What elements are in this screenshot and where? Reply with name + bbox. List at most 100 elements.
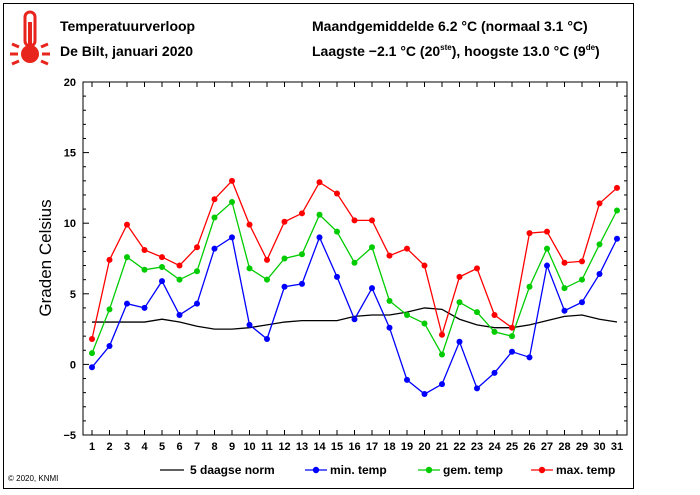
data-point [334, 273, 340, 280]
x-tick-label: 2 [106, 441, 112, 453]
data-point [89, 335, 95, 342]
data-point [404, 311, 410, 318]
data-point [89, 350, 95, 357]
data-point [439, 351, 445, 358]
data-point [386, 324, 393, 331]
data-point [421, 262, 428, 269]
data-point [509, 348, 515, 355]
y-tick-label: 15 [64, 148, 76, 160]
x-tick-label: 30 [593, 441, 605, 453]
data-point [614, 207, 620, 214]
data-point [474, 265, 480, 272]
extremes-sup-1: ste [440, 43, 452, 52]
x-tick-label: 9 [229, 441, 235, 453]
y-tick-label: 0 [70, 359, 76, 371]
data-point [421, 391, 428, 398]
extremes-summary: Laagste −2.1 °C (20ste), hoogste 13.0 °C… [312, 43, 600, 59]
data-point [351, 259, 358, 266]
data-point [246, 221, 253, 228]
data-point [141, 304, 148, 311]
x-tick-label: 1 [89, 441, 95, 453]
data-point [229, 199, 235, 206]
data-point [614, 235, 620, 242]
x-tick-label: 16 [348, 441, 360, 453]
legend-label: min. temp [330, 463, 387, 477]
data-point [124, 221, 130, 228]
x-tick-label: 26 [523, 441, 535, 453]
data-point [281, 255, 288, 262]
x-tick-label: 27 [541, 441, 553, 453]
data-point [491, 311, 498, 318]
data-point [159, 263, 165, 270]
data-point [316, 234, 323, 241]
data-point [176, 276, 183, 283]
legend-label: 5 daagse norm [190, 463, 275, 477]
x-tick-label: 31 [611, 441, 623, 453]
x-tick-label: 22 [453, 441, 465, 453]
x-tick-label: 28 [558, 441, 570, 453]
data-point [316, 179, 323, 186]
x-tick-label: 17 [366, 441, 378, 453]
data-point [579, 299, 585, 306]
data-point [369, 244, 375, 251]
legend-label: max. temp [556, 463, 615, 477]
chart-frame [3, 3, 634, 489]
data-point [439, 331, 445, 338]
y-tick-label: −5 [63, 430, 76, 442]
extremes-sup-2: de [585, 43, 596, 52]
data-point [176, 262, 183, 269]
extremes-text-c: ) [595, 43, 600, 59]
data-point [334, 190, 340, 197]
data-point [491, 328, 498, 335]
data-point [544, 245, 550, 252]
data-point [281, 283, 288, 290]
data-point [299, 251, 305, 258]
data-point [369, 217, 375, 224]
data-point [491, 369, 498, 376]
thermometer-icon [10, 10, 50, 66]
x-tick-label: 15 [331, 441, 343, 453]
data-point [246, 265, 253, 272]
x-tick-label: 21 [436, 441, 448, 453]
data-point [264, 335, 270, 342]
x-tick-label: 12 [278, 441, 290, 453]
chart-subtitle: De Bilt, januari 2020 [60, 43, 194, 59]
data-point [299, 280, 305, 287]
data-point [106, 306, 113, 313]
data-point [124, 254, 130, 261]
y-tick-label: 10 [64, 218, 76, 230]
data-point [194, 300, 200, 307]
data-point [89, 364, 95, 371]
data-point [229, 177, 235, 184]
x-tick-label: 14 [313, 441, 326, 453]
x-tick-label: 20 [418, 441, 430, 453]
data-point [211, 214, 218, 221]
data-point [561, 259, 568, 266]
x-tick-label: 25 [506, 441, 518, 453]
data-point [579, 276, 585, 283]
x-tick-label: 18 [383, 441, 395, 453]
data-point [106, 256, 113, 263]
copyright: © 2020, KNMI [8, 474, 59, 483]
x-tick-label: 19 [401, 441, 413, 453]
data-point [579, 258, 585, 265]
data-point [229, 234, 235, 241]
y-tick-label: 20 [64, 77, 76, 89]
data-point [159, 254, 165, 261]
data-point [561, 307, 568, 314]
data-point [509, 324, 515, 331]
data-point [474, 385, 480, 392]
data-point [194, 244, 200, 251]
data-point [211, 196, 218, 203]
x-tick-label: 11 [261, 441, 273, 453]
data-point [456, 273, 463, 280]
data-point [474, 309, 480, 316]
data-point [124, 300, 130, 307]
data-point [526, 230, 533, 237]
x-tick-label: 24 [488, 441, 501, 453]
data-point [386, 252, 393, 259]
x-tick-label: 5 [159, 441, 165, 453]
data-point [141, 247, 148, 254]
